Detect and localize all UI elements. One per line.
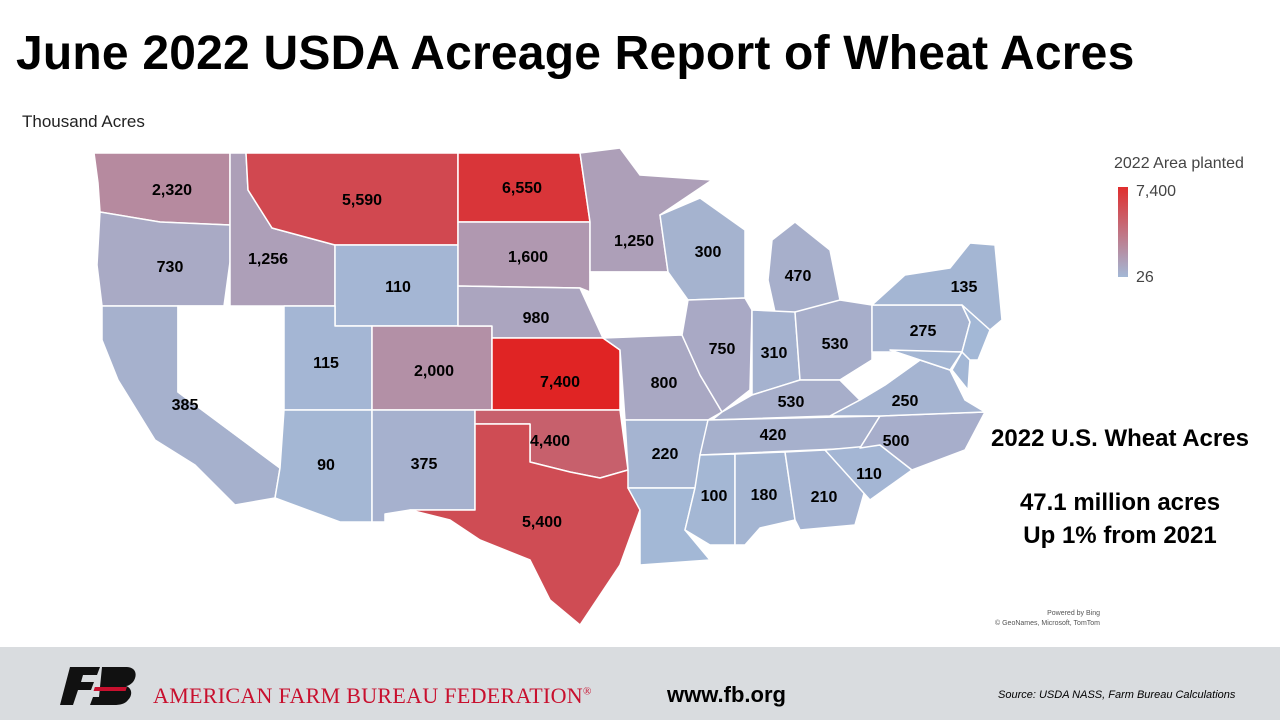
- state-label-MN: 1,250: [614, 233, 654, 250]
- legend-min-label: 26: [1136, 269, 1154, 286]
- state-label-GA: 210: [811, 489, 838, 506]
- state-label-IN: 310: [761, 345, 788, 362]
- state-TX: [409, 423, 641, 626]
- state-label-WA: 2,320: [152, 182, 192, 199]
- website-link[interactable]: www.fb.org: [667, 682, 786, 707]
- state-label-SD: 1,600: [508, 249, 548, 266]
- state-label-TN: 420: [760, 427, 787, 444]
- summary-heading: 2022 U.S. Wheat Acres: [991, 425, 1249, 452]
- state-label-KS: 7,400: [540, 374, 580, 391]
- state-label-VA: 250: [892, 393, 919, 410]
- source-note: Source: USDA NASS, Farm Bureau Calculati…: [998, 689, 1236, 701]
- summary-change: Up 1% from 2021: [1023, 522, 1217, 549]
- fb-logo-icon: [60, 667, 136, 705]
- state-label-MO: 800: [651, 375, 678, 392]
- state-label-CO: 2,000: [414, 363, 454, 380]
- state-label-OH: 530: [822, 336, 849, 353]
- organization-name: AMERICAN FARM BUREAU FEDERATION®: [153, 683, 592, 709]
- legend-max-label: 7,400: [1136, 183, 1177, 200]
- state-label-AL: 180: [751, 487, 778, 504]
- state-OR: [96, 211, 231, 307]
- state-label-UT: 115: [313, 355, 339, 372]
- state-label-ID: 1,256: [248, 251, 288, 268]
- state-label-CA: 385: [172, 397, 199, 414]
- state-IA: [589, 271, 689, 339]
- state-label-NY: 135: [951, 279, 978, 296]
- summary-total: 47.1 million acres: [1019, 489, 1221, 516]
- attribution-credits: © GeoNames, Microsoft, TomTom: [995, 620, 1100, 627]
- state-label-NM: 375: [411, 456, 438, 473]
- state-MD: [889, 349, 963, 371]
- state-label-MI: 470: [785, 268, 812, 285]
- state-label-AZ: 90: [317, 457, 335, 474]
- map-attribution: Powered by Bing © GeoNames, Microsoft, T…: [990, 609, 1100, 629]
- state-label-TX: 5,400: [522, 514, 562, 531]
- state-label-SC: 110: [856, 466, 882, 483]
- state-label-MS: 100: [701, 488, 728, 505]
- state-label-ND: 6,550: [502, 180, 542, 197]
- us-wheat-map: 2,320 730 385 1,256 5,590 110 115 90 2,0…: [93, 147, 1003, 626]
- trademark-symbol: ®: [582, 685, 592, 698]
- attribution-powered-by: Powered by Bing: [1047, 610, 1100, 617]
- units-label: Thousand Acres: [22, 112, 145, 131]
- state-IL: [681, 297, 753, 413]
- state-label-KY: 530: [778, 394, 805, 411]
- state-label-WY: 110: [385, 279, 411, 296]
- state-SD: [457, 221, 591, 293]
- state-labels: 2,320 730 385 1,256 5,590 110 115 90 2,0…: [152, 180, 977, 531]
- state-label-OK: 4,400: [530, 433, 570, 450]
- state-label-NC: 500: [883, 433, 910, 450]
- state-KS: [491, 337, 621, 411]
- legend-title: 2022 Area planted: [1114, 155, 1244, 172]
- state-label-PA: 275: [910, 323, 937, 340]
- state-label-AR: 220: [652, 446, 679, 463]
- page-title: June 2022 USDA Acreage Report of Wheat A…: [16, 27, 1135, 80]
- state-label-WI: 300: [695, 244, 722, 261]
- state-label-MT: 5,590: [342, 192, 382, 209]
- state-label-IL: 750: [709, 341, 736, 358]
- footer-bar: [0, 647, 1280, 720]
- legend-color-scale: [1118, 187, 1128, 277]
- state-label-NE: 980: [523, 310, 550, 327]
- state-NJ: [961, 304, 991, 361]
- state-label-OR: 730: [157, 259, 184, 276]
- organization-name-text: AMERICAN FARM BUREAU FEDERATION: [153, 683, 583, 708]
